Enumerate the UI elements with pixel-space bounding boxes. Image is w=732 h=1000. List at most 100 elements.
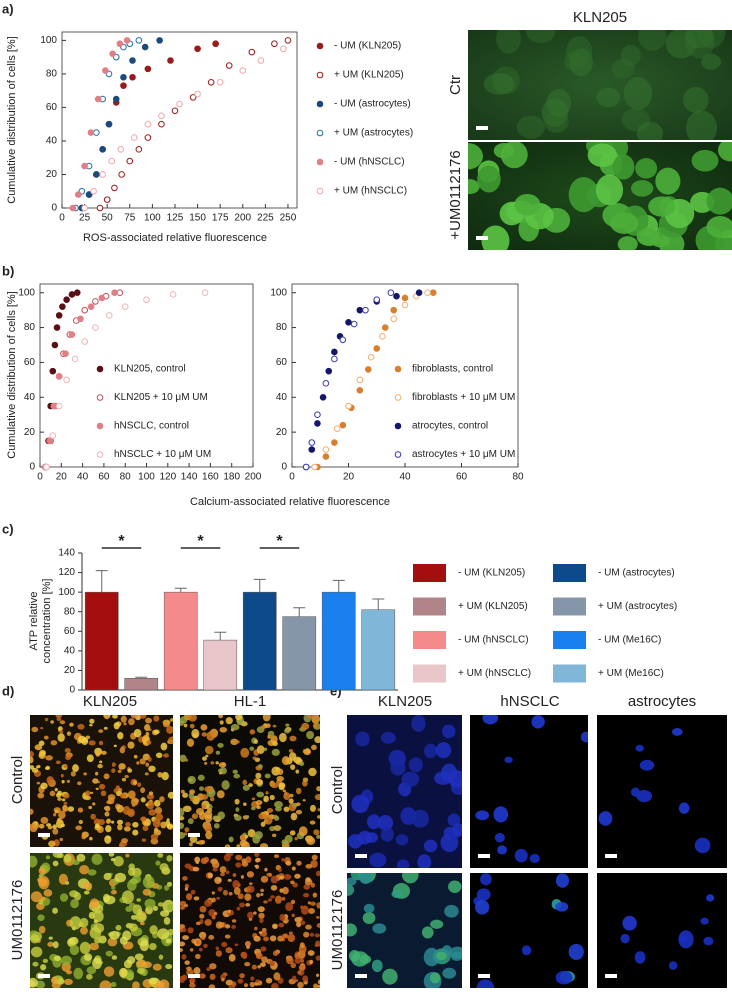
data-point: [322, 446, 330, 453]
cell: [155, 813, 164, 821]
cell: [417, 854, 432, 868]
data-point: [135, 146, 143, 153]
legend-label: - UM (astrocytes): [598, 568, 675, 579]
cell: [69, 944, 80, 956]
significance-label: *: [276, 533, 283, 550]
legend-marker: [96, 451, 104, 458]
cell: [209, 963, 217, 970]
data-point: [143, 296, 150, 303]
cell: [303, 883, 311, 890]
cell: [411, 715, 426, 732]
x-tick-label: 150: [189, 213, 206, 224]
cell: [48, 840, 56, 847]
cell: [154, 806, 163, 815]
cell: [59, 893, 69, 902]
image-background: [180, 715, 320, 847]
x-tick-label: 180: [223, 472, 240, 483]
cell: [30, 750, 34, 758]
cells: [473, 873, 584, 988]
cell: [89, 926, 102, 939]
data-point: [92, 324, 99, 331]
cell: [204, 761, 208, 765]
cell: [38, 925, 46, 934]
cell: [211, 891, 215, 895]
data-point: [103, 196, 111, 203]
data-point: [331, 348, 338, 356]
cell: [309, 932, 315, 937]
column-label: astrocytes: [628, 693, 696, 710]
cell: [307, 950, 315, 956]
x-tick-label: 120: [159, 472, 176, 483]
cell: [305, 924, 312, 930]
cell: [146, 793, 155, 800]
data-point: [207, 78, 215, 86]
cell: [302, 975, 309, 982]
micrograph: [597, 873, 727, 988]
panel-label: e): [330, 683, 342, 698]
data-point: [415, 289, 423, 297]
data-point: [381, 324, 389, 331]
cell: [200, 857, 208, 865]
cell: [255, 800, 263, 806]
cell: [441, 763, 458, 783]
micrograph: [347, 715, 462, 868]
y-tick-label: 100: [270, 287, 287, 298]
micrograph: [468, 30, 732, 140]
cell: [63, 978, 73, 986]
legend-label: + UM (astrocytes): [598, 601, 677, 612]
data-point: [68, 331, 76, 338]
cell: [140, 797, 146, 803]
cell: [442, 967, 457, 979]
cell: [149, 925, 158, 935]
cell: [148, 809, 156, 816]
cell: [99, 760, 103, 764]
cell: [110, 857, 116, 862]
cell: [235, 854, 243, 861]
cell: [166, 881, 173, 887]
cell: [266, 872, 272, 877]
cell: [146, 801, 155, 810]
cell: [441, 724, 456, 739]
cell: [634, 951, 646, 964]
image-background: [597, 873, 727, 988]
cell: [189, 835, 198, 843]
cell: [57, 790, 62, 796]
data-point: [96, 204, 104, 212]
data-point: [81, 162, 88, 170]
data-point: [94, 95, 102, 103]
cell: [225, 979, 234, 986]
cell: [195, 807, 205, 816]
cell: [206, 808, 213, 813]
cell: [347, 877, 357, 886]
cell: [259, 962, 266, 967]
data-point: [345, 402, 352, 410]
cell: [63, 763, 68, 769]
data-point: [129, 57, 136, 64]
legend-marker: [394, 365, 402, 373]
cell: [86, 966, 97, 975]
cell: [127, 790, 136, 799]
cell: [255, 952, 263, 960]
data-point: [116, 40, 124, 48]
cell: [196, 921, 201, 926]
row-label: UM0112176: [329, 890, 346, 971]
cell: [278, 783, 285, 791]
cell: [115, 924, 122, 931]
cell: [152, 963, 162, 971]
cell: [40, 727, 44, 730]
cell: [98, 729, 104, 733]
data-point: [350, 320, 358, 328]
cell: [299, 761, 305, 767]
cell: [630, 180, 654, 197]
cell: [83, 881, 93, 891]
cell: [264, 867, 268, 872]
data-point: [99, 171, 106, 178]
cell: [289, 830, 296, 836]
cell: [180, 941, 186, 947]
cell: [612, 154, 635, 180]
data-point: [356, 306, 364, 314]
cell: [103, 895, 116, 905]
cell: [288, 798, 294, 804]
cell: [296, 860, 302, 866]
y-tick-label: 60: [24, 357, 36, 368]
